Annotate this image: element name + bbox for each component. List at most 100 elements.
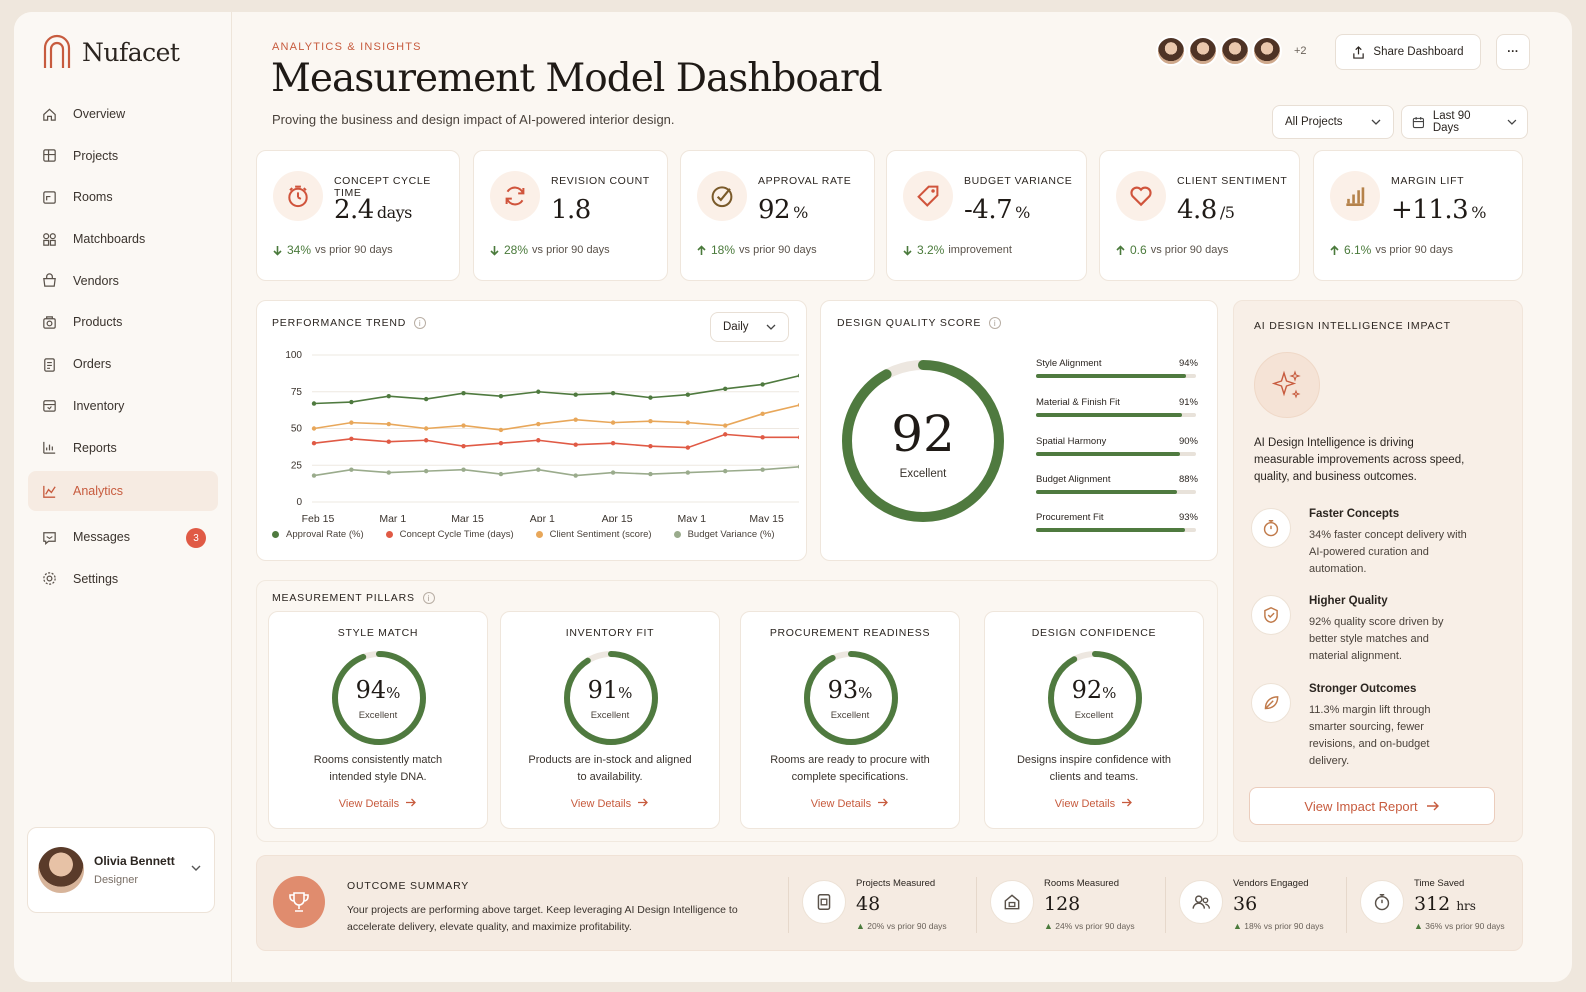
project-filter-select[interactable]: All Projects	[1272, 105, 1394, 139]
data-point[interactable]	[797, 464, 799, 469]
triangle-up-icon: ▲	[1233, 921, 1242, 931]
data-point[interactable]	[386, 421, 391, 427]
view-impact-report-button[interactable]: View Impact Report	[1249, 787, 1495, 825]
sidebar-item-reports[interactable]: Reports	[28, 430, 218, 466]
sidebar-item-matchboards[interactable]: Matchboards	[28, 221, 218, 257]
sidebar-item-inventory[interactable]: Inventory	[28, 388, 218, 424]
data-point[interactable]	[723, 423, 728, 428]
sidebar-item-products[interactable]: Products	[28, 304, 218, 340]
legend-item[interactable]: Approval Rate (%)	[272, 529, 364, 540]
sidebar-item-rooms[interactable]: Rooms	[28, 179, 218, 215]
data-point[interactable]	[349, 467, 354, 472]
data-point[interactable]	[536, 438, 541, 443]
data-point[interactable]	[573, 392, 578, 397]
legend-item[interactable]: Concept Cycle Time (days)	[385, 529, 514, 540]
data-point[interactable]	[760, 467, 765, 472]
legend-item[interactable]: Client Sentiment (score)	[535, 529, 652, 540]
data-point[interactable]	[498, 393, 504, 399]
sidebar-item-orders[interactable]: Orders	[28, 346, 218, 382]
kpi-card[interactable]: CONCEPT CYCLE TIME 2.4 days 34% vs prior 90 …	[256, 150, 460, 281]
data-point[interactable]	[461, 443, 466, 449]
data-point[interactable]	[610, 391, 616, 396]
view-details-link[interactable]: View Details	[985, 798, 1203, 810]
sidebar-item-projects[interactable]: Projects	[28, 138, 218, 174]
data-point[interactable]	[349, 436, 354, 441]
data-point[interactable]	[685, 470, 691, 475]
sidebar-item-analytics[interactable]: Analytics	[28, 471, 218, 512]
share-dashboard-button[interactable]: Share Dashboard	[1335, 34, 1481, 70]
stat-value: 128	[1044, 893, 1080, 915]
data-point[interactable]	[423, 396, 429, 402]
data-point[interactable]	[760, 382, 765, 387]
info-icon[interactable]: i	[422, 592, 435, 604]
data-point[interactable]	[797, 403, 799, 407]
kpi-card[interactable]: CLIENT SENTIMENT 4.8/5 0.6 vs prior 90 days	[1099, 150, 1300, 281]
data-point[interactable]	[573, 473, 578, 478]
kpi-card[interactable]: BUDGET VARIANCE -4.7% 3.2% improvement	[886, 150, 1087, 281]
data-point[interactable]	[648, 418, 653, 424]
data-point[interactable]	[797, 373, 799, 378]
data-point[interactable]	[311, 473, 317, 478]
view-details-link[interactable]: View Details	[501, 798, 719, 810]
data-point[interactable]	[573, 442, 578, 447]
data-point[interactable]	[760, 411, 765, 416]
data-point[interactable]	[423, 426, 429, 431]
collaborators[interactable]: +2	[1156, 36, 1307, 66]
data-point[interactable]	[536, 467, 541, 472]
data-point[interactable]	[461, 423, 466, 428]
date-range-select[interactable]: Last 90 Days	[1401, 105, 1528, 139]
view-details-link[interactable]: View Details	[269, 798, 487, 810]
data-point[interactable]	[685, 392, 691, 397]
data-point[interactable]	[311, 426, 317, 431]
data-point[interactable]	[723, 468, 728, 474]
data-point[interactable]	[461, 467, 466, 472]
sidebar-item-vendors[interactable]: Vendors	[28, 263, 218, 299]
sidebar-item-label: Rooms	[73, 190, 113, 205]
user-card[interactable]: Olivia Bennett Designer	[27, 827, 215, 913]
kpi-card[interactable]: MARGIN LIFT +11.3% 6.1% vs prior 90 days	[1313, 150, 1523, 281]
data-point[interactable]	[610, 441, 616, 446]
logo[interactable]: Nufacet	[42, 34, 180, 70]
data-point[interactable]	[685, 420, 691, 425]
info-icon[interactable]: i	[989, 317, 1002, 329]
data-point[interactable]	[386, 470, 391, 475]
data-point[interactable]	[648, 395, 653, 400]
data-point[interactable]	[760, 435, 765, 440]
info-icon[interactable]: i	[414, 317, 427, 329]
data-point[interactable]	[423, 468, 429, 474]
data-point[interactable]	[797, 435, 799, 440]
data-point[interactable]	[349, 420, 354, 425]
chevron-down-icon[interactable]	[190, 864, 202, 872]
sidebar-item-settings[interactable]: Settings	[28, 561, 218, 597]
data-point[interactable]	[311, 401, 317, 406]
data-point[interactable]	[723, 432, 728, 437]
sidebar-item-overview[interactable]: Overview	[28, 96, 218, 132]
data-point[interactable]	[536, 421, 541, 427]
legend-item[interactable]: Budget Variance (%)	[673, 529, 775, 540]
data-point[interactable]	[610, 470, 616, 475]
data-point[interactable]	[498, 441, 504, 446]
data-point[interactable]	[685, 445, 691, 450]
kpi-card[interactable]: REVISION COUNT 1.8 28% vs prior 90 days	[473, 150, 668, 281]
data-point[interactable]	[349, 399, 354, 405]
more-options-button[interactable]: ···	[1496, 34, 1530, 70]
data-point[interactable]	[723, 386, 728, 392]
data-point[interactable]	[648, 471, 653, 477]
data-point[interactable]	[461, 391, 466, 396]
quality-row-label: Spatial Harmony	[1036, 436, 1107, 447]
data-point[interactable]	[311, 441, 317, 446]
data-point[interactable]	[386, 439, 391, 444]
data-point[interactable]	[536, 389, 541, 394]
granularity-select[interactable]: Daily	[710, 312, 789, 342]
view-details-link[interactable]: View Details	[741, 798, 959, 810]
data-point[interactable]	[498, 427, 504, 433]
view-details-label: View Details	[570, 798, 632, 810]
data-point[interactable]	[610, 420, 616, 425]
kpi-card[interactable]: APPROVAL RATE 92% 18% vs prior 90 days	[680, 150, 875, 281]
data-point[interactable]	[648, 443, 653, 449]
data-point[interactable]	[498, 471, 504, 477]
data-point[interactable]	[573, 417, 578, 422]
data-point[interactable]	[423, 438, 429, 443]
data-point[interactable]	[386, 393, 391, 399]
sidebar-item-messages[interactable]: Messages 3	[28, 519, 218, 555]
